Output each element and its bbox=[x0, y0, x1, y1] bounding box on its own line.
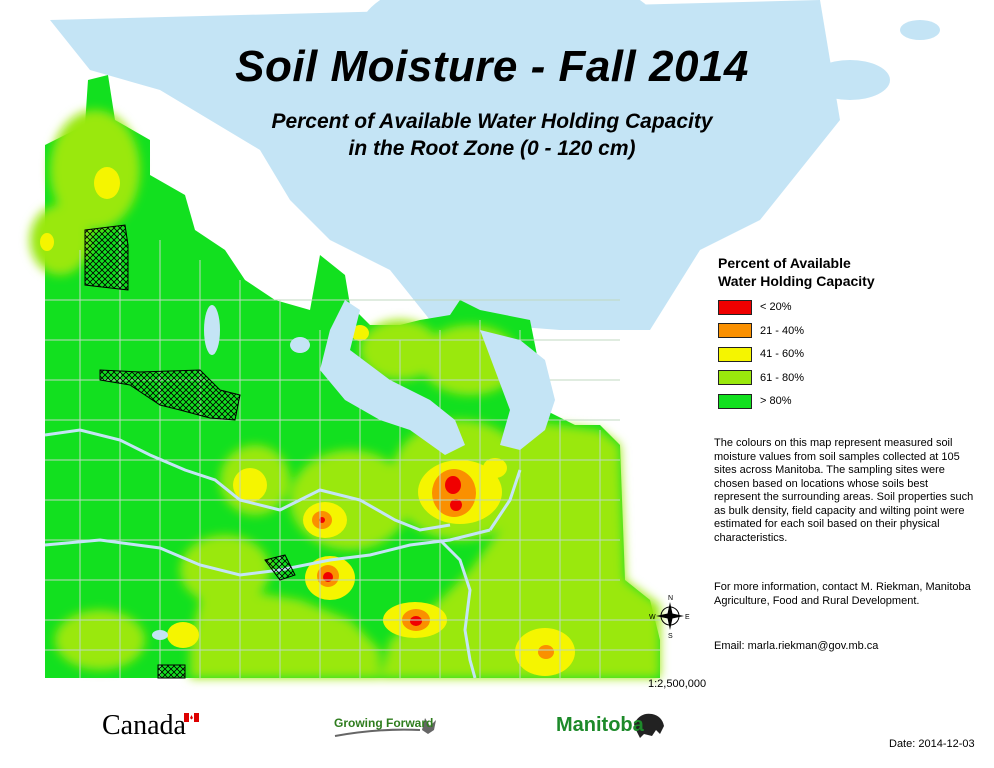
canada-logo: Canada bbox=[102, 710, 186, 741]
lakes bbox=[152, 300, 555, 640]
legend-item: 61 - 80% bbox=[718, 370, 804, 386]
legend-swatch bbox=[718, 346, 752, 362]
bison-icon bbox=[634, 713, 664, 738]
svg-text:W: W bbox=[649, 614, 656, 621]
canada-flag-icon bbox=[184, 713, 199, 722]
description-paragraph-1: The colours on this map represent measur… bbox=[714, 437, 974, 544]
map-scale: 1:2,500,000 bbox=[648, 678, 707, 690]
svg-text:S: S bbox=[668, 633, 673, 640]
legend-label: < 20% bbox=[760, 301, 792, 313]
legend-title-line-2: Water Holding Capacity bbox=[718, 273, 875, 289]
map-subtitle: Percent of Available Water Holding Capac… bbox=[0, 108, 989, 162]
growing-forward-leaf-icon bbox=[334, 718, 436, 737]
legend-label: 41 - 60% bbox=[760, 348, 805, 360]
legend-title: Percent of Available Water Holding Capac… bbox=[718, 254, 875, 290]
lake-background bbox=[50, 0, 940, 330]
legend-title-line-1: Percent of Available bbox=[718, 255, 851, 271]
description-paragraph-2: For more information, contact M. Riekman… bbox=[714, 581, 971, 607]
legend-swatch bbox=[718, 323, 752, 338]
legend-swatch bbox=[718, 393, 752, 409]
legend-item: 21 - 40% bbox=[718, 323, 804, 339]
compass-icon: N S W E bbox=[649, 595, 690, 640]
contact-email: Email: marla.riekman@gov.mb.ca bbox=[714, 640, 879, 652]
growing-forward-logo: Growing Forward bbox=[334, 716, 434, 730]
svg-text:E: E bbox=[685, 614, 690, 621]
legend-label: > 80% bbox=[760, 395, 792, 407]
municipal-grid bbox=[45, 230, 660, 678]
svg-text:N: N bbox=[668, 595, 673, 602]
legend-item: < 20% bbox=[718, 299, 792, 315]
subtitle-line-2: in the Root Zone (0 - 120 cm) bbox=[348, 137, 636, 160]
legend-label: 21 - 40% bbox=[760, 324, 805, 337]
legend-item: 41 - 60% bbox=[718, 346, 804, 362]
legend-item: > 80% bbox=[718, 393, 792, 409]
zone-under-20 bbox=[319, 476, 462, 626]
map-title: Soil Moisture - Fall 2014 bbox=[235, 42, 749, 91]
manitoba-logo: Manitoba bbox=[556, 714, 644, 736]
subtitle-line-1: Percent of Available Water Holding Capac… bbox=[271, 110, 713, 133]
hatched-areas bbox=[84, 224, 296, 679]
map-date: Date: 2014-12-03 bbox=[889, 738, 975, 750]
legend-label: 61 - 80% bbox=[760, 371, 805, 384]
legend-swatch bbox=[718, 370, 752, 385]
legend-swatch bbox=[718, 299, 752, 315]
